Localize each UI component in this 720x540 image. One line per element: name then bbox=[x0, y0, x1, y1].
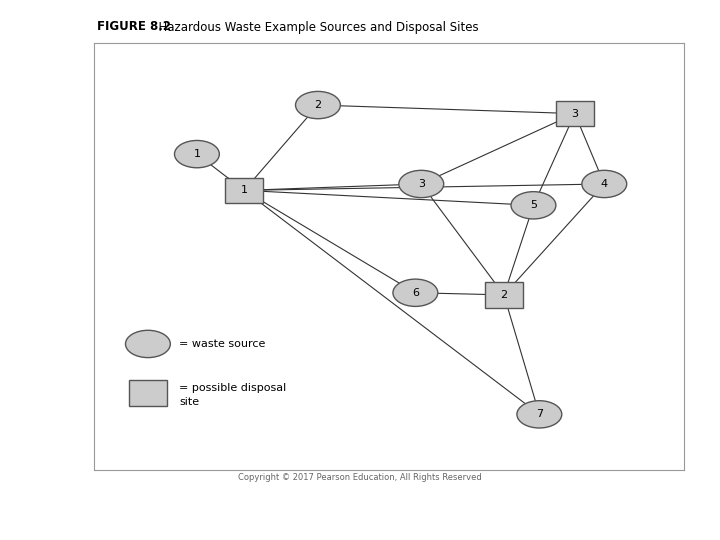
Text: = possible disposal
site: = possible disposal site bbox=[179, 383, 287, 407]
Ellipse shape bbox=[582, 170, 626, 198]
Text: 4: 4 bbox=[600, 179, 608, 189]
Ellipse shape bbox=[517, 401, 562, 428]
Text: 1: 1 bbox=[240, 185, 248, 195]
FancyBboxPatch shape bbox=[556, 101, 594, 126]
Ellipse shape bbox=[511, 192, 556, 219]
Text: FIGURE 8.2: FIGURE 8.2 bbox=[97, 21, 171, 33]
Text: 6: 6 bbox=[412, 288, 419, 298]
Text: 3: 3 bbox=[418, 179, 425, 189]
Ellipse shape bbox=[295, 91, 341, 119]
FancyBboxPatch shape bbox=[225, 178, 263, 203]
Ellipse shape bbox=[393, 279, 438, 306]
Text: = waste source: = waste source bbox=[179, 339, 266, 349]
Text: Copyright © 2017, 1998 by Pearson Education, Inc.
All Rights Reserved: Copyright © 2017, 1998 by Pearson Educat… bbox=[432, 501, 684, 525]
FancyBboxPatch shape bbox=[129, 380, 167, 406]
Ellipse shape bbox=[399, 170, 444, 198]
FancyBboxPatch shape bbox=[485, 282, 523, 308]
Ellipse shape bbox=[125, 330, 171, 357]
Text: 7: 7 bbox=[536, 409, 543, 420]
Text: Optimization in Operations Research, 2e
Ronald L. Rardin: Optimization in Operations Research, 2e … bbox=[158, 501, 357, 525]
Ellipse shape bbox=[174, 140, 220, 168]
Text: Copyright © 2017 Pearson Education, All Rights Reserved: Copyright © 2017 Pearson Education, All … bbox=[238, 474, 482, 482]
Text: Hazardous Waste Example Sources and Disposal Sites: Hazardous Waste Example Sources and Disp… bbox=[151, 21, 479, 33]
Text: 2: 2 bbox=[315, 100, 322, 110]
Text: 5: 5 bbox=[530, 200, 537, 210]
Text: 1: 1 bbox=[194, 149, 200, 159]
Text: 3: 3 bbox=[571, 109, 578, 119]
Text: 2: 2 bbox=[500, 290, 508, 300]
Text: ALWAYS LEARNING: ALWAYS LEARNING bbox=[18, 508, 127, 518]
Text: PEARSON: PEARSON bbox=[602, 504, 698, 522]
